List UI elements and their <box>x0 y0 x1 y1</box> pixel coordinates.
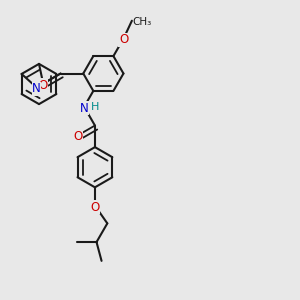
Text: CH₃: CH₃ <box>133 17 152 27</box>
Text: O: O <box>119 33 128 46</box>
Text: H: H <box>90 102 99 112</box>
Text: O: O <box>90 201 100 214</box>
Text: O: O <box>39 79 48 92</box>
Text: O: O <box>74 130 83 143</box>
Text: N: N <box>80 102 88 115</box>
Text: N: N <box>32 82 41 95</box>
